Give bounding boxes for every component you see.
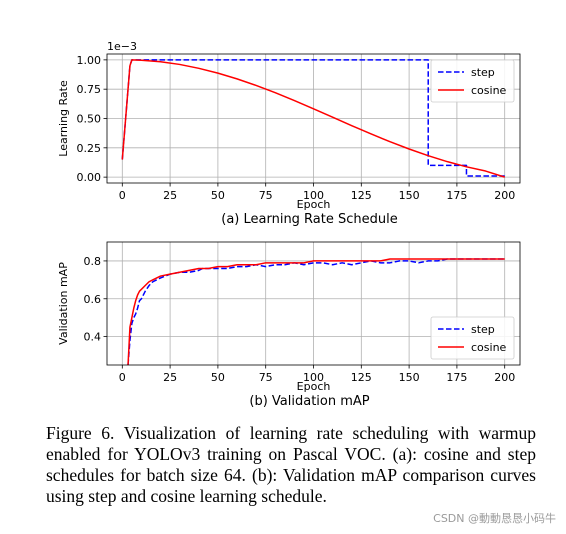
legend-box xyxy=(430,59,515,103)
x-tick-label: 25 xyxy=(163,371,177,384)
series-line-step xyxy=(127,258,505,366)
legend: step cosine xyxy=(430,316,515,360)
legend: step cosine xyxy=(430,59,515,103)
y-tick-label: 0.50 xyxy=(77,113,102,126)
x-tick-label: 50 xyxy=(211,371,225,384)
y-tick-label: 0.4 xyxy=(84,331,102,344)
x-tick-label: 200 xyxy=(494,371,515,384)
x-tick-label: 25 xyxy=(163,189,177,202)
y-tick-label: 1.00 xyxy=(77,54,102,67)
x-tick-label: 125 xyxy=(351,371,372,384)
y-offset-text: 1e−3 xyxy=(107,40,137,53)
x-tick-label: 125 xyxy=(351,189,372,202)
plot-lines xyxy=(121,59,505,178)
validation-map-chart: 0 25 50 75 100 125 150 175 200 0.4 0.6 0.8 Epoch Va… xyxy=(57,241,521,409)
axis-ticks: 0 25 50 75 100 125 150 175 200 0.4 0.6 0.8 xyxy=(84,255,516,384)
x-tick-label: 50 xyxy=(211,189,225,202)
y-axis-label: Validation mAP xyxy=(57,262,70,345)
legend-label-cosine: cosine xyxy=(471,84,507,97)
x-tick-label: 0 xyxy=(119,371,126,384)
x-axis-label: Epoch xyxy=(297,198,331,211)
x-axis-label: Epoch xyxy=(297,380,331,393)
plot-lines xyxy=(127,258,505,366)
legend-label-step: step xyxy=(471,323,495,336)
legend-label-step: step xyxy=(471,66,495,79)
subcaption-b: (b) Validation mAP xyxy=(249,394,369,409)
watermark: CSDN @動動恳恳小码牛 xyxy=(433,512,556,525)
y-tick-label: 0.00 xyxy=(77,171,102,184)
axis-ticks: 0 25 50 75 100 125 150 175 200 0.00 0.25 0.50 0.75 1.… xyxy=(77,54,516,202)
series-line-cosine xyxy=(121,59,505,178)
x-tick-label: 75 xyxy=(259,189,273,202)
legend-label-cosine: cosine xyxy=(471,341,507,354)
legend-box xyxy=(430,316,515,360)
figure: 0 25 50 75 100 125 150 175 200 0.00 0.25 0.50 0.75 1.… xyxy=(57,40,521,409)
x-tick-label: 175 xyxy=(446,189,467,202)
y-tick-label: 0.25 xyxy=(77,142,102,155)
x-tick-label: 75 xyxy=(259,371,273,384)
y-axis-label: Learning Rate xyxy=(57,80,70,157)
learning-rate-chart: 0 25 50 75 100 125 150 175 200 0.00 0.25 0.50 0.75 1.… xyxy=(57,40,521,227)
subcaption-a: (a) Learning Rate Schedule xyxy=(221,212,398,227)
y-tick-label: 0.6 xyxy=(84,293,102,306)
figure-caption: Figure 6. Visualization of learning rate… xyxy=(46,423,536,506)
x-tick-label: 200 xyxy=(494,189,515,202)
y-tick-label: 0.75 xyxy=(77,83,102,96)
series-line-cosine xyxy=(127,258,505,366)
x-tick-label: 150 xyxy=(399,189,420,202)
y-tick-label: 0.8 xyxy=(84,255,102,268)
x-tick-label: 100 xyxy=(303,189,324,202)
x-tick-label: 150 xyxy=(399,371,420,384)
x-tick-label: 175 xyxy=(446,371,467,384)
x-tick-label: 0 xyxy=(119,189,126,202)
x-tick-label: 100 xyxy=(303,371,324,384)
